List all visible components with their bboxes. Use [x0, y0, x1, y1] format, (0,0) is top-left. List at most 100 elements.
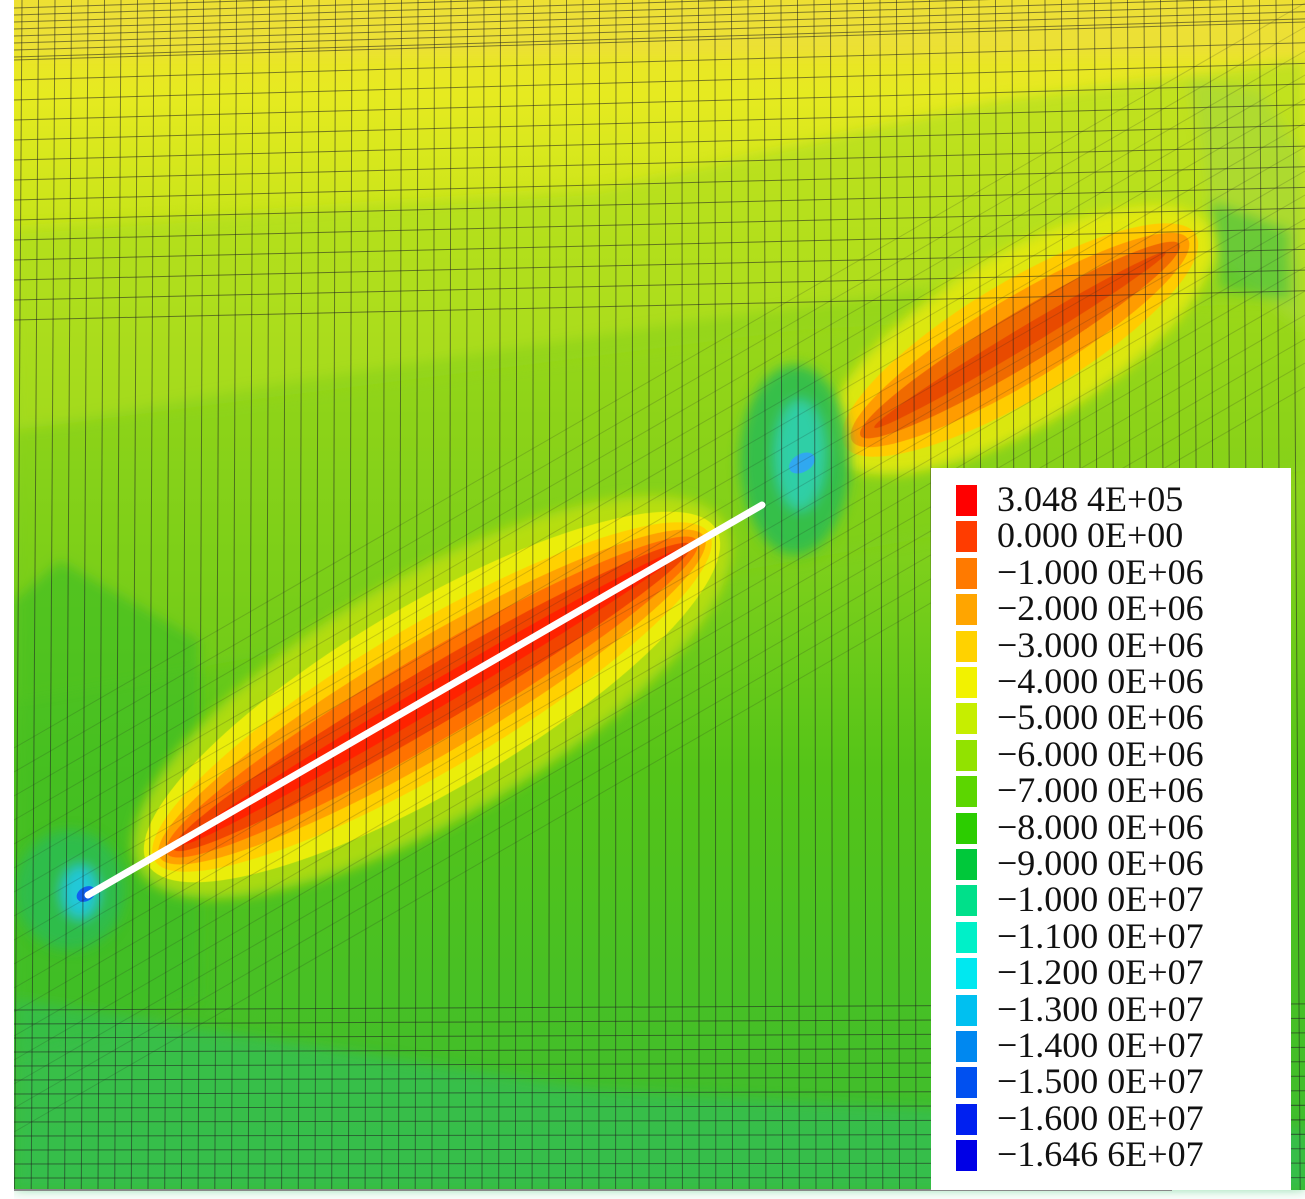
legend-label: −8.000 0E+06: [997, 806, 1204, 847]
legend-entry: −4.000 0E+06: [931, 661, 1291, 701]
mesh-line: [247, 0, 254, 1191]
legend-entry: −1.400 0E+07: [931, 1025, 1291, 1065]
legend-entry: −9.000 0E+06: [931, 843, 1291, 883]
finite-element-mesh: [13, 0, 1305, 1191]
mesh-line: [214, 0, 221, 1191]
mesh-line: [231, 0, 237, 1191]
mesh-line: [197, 0, 204, 1191]
mesh-line: [731, 0, 733, 1191]
legend-swatch: [956, 994, 977, 1026]
mesh-line: [481, 0, 485, 1191]
mesh-line: [13, 11, 1305, 51]
left-margin: [0, 0, 14, 1199]
mesh-line: [13, 218, 1305, 965]
legend-swatch: [956, 885, 977, 917]
legend-entry: −2.000 0E+06: [931, 588, 1291, 629]
legend-swatch: [956, 849, 977, 880]
mesh-line: [13, 50, 1305, 797]
mesh-line: [1292, 0, 1301, 1191]
legend-label: −1.300 0E+07: [997, 988, 1204, 1029]
legend-label: 3.048 4E+05: [997, 479, 1184, 519]
mesh-line: [780, 0, 784, 1191]
mesh-line: [147, 0, 155, 1191]
mesh-line: [13, 83, 1305, 121]
mesh-line: [13, 18, 1305, 58]
mesh-line: [13, 0, 521, 16]
mesh-line: [830, 0, 834, 1191]
legend-swatch: [956, 1031, 977, 1062]
mesh-line: [698, 0, 700, 1191]
mesh-line: [13, 145, 1305, 181]
mesh-line: [281, 0, 287, 1191]
mesh-line: [97, 0, 105, 1191]
mesh-line: [264, 0, 270, 1191]
legend-swatch: [956, 703, 977, 735]
mesh-line: [47, 0, 56, 1191]
color-legend: 3.048 4E+05 0.000 0E+00 −1.000 0E+06 −2.000…: [931, 468, 1291, 1190]
mesh-line: [448, 0, 452, 1191]
mesh-line: [13, 104, 1305, 141]
legend-label: −1.000 0E+06: [997, 551, 1204, 592]
legend-label: −1.600 0E+07: [997, 1097, 1204, 1138]
mesh-line: [180, 0, 188, 1191]
crack-line: [84, 501, 766, 899]
mesh-line: [431, 0, 435, 1191]
legend-label: −1.200 0E+07: [997, 952, 1204, 993]
legend-label: −5.000 0E+06: [997, 697, 1204, 738]
mesh-line: [747, 0, 750, 1191]
legend-swatch: [956, 630, 977, 662]
mesh-line: [13, 266, 1305, 1013]
mesh-line: [13, 146, 1305, 893]
legend-label: −4.000 0E+06: [997, 661, 1204, 701]
mesh-line: [13, 124, 1305, 161]
mesh-line: [13, 0, 754, 23]
legend-label: −2.000 0E+06: [997, 588, 1204, 629]
mesh-line: [13, 98, 1305, 845]
legend-swatch: [956, 1103, 977, 1135]
mesh-line: [598, 0, 600, 1191]
mesh-line: [896, 0, 900, 1191]
legend-entry: −5.000 0E+06: [931, 697, 1291, 738]
legend-label: −1.000 0E+07: [997, 879, 1204, 920]
legend-entry: −1.300 0E+07: [931, 988, 1291, 1029]
mesh-line: [581, 0, 584, 1191]
legend-swatch: [956, 812, 977, 844]
legend-entry: 0.000 0E+00: [931, 515, 1291, 556]
mesh-line: [164, 0, 171, 1191]
legend-entry: −1.646 6E+07: [931, 1134, 1291, 1174]
legend-swatch: [956, 958, 977, 990]
mesh-line: [130, 0, 138, 1191]
mesh-line: [13, 166, 1305, 201]
legend-entry: −1.000 0E+06: [931, 551, 1291, 592]
mesh-line: [13, 207, 1305, 241]
legend-entry: −1.000 0E+07: [931, 879, 1291, 920]
mesh-line: [13, 314, 1305, 1061]
mesh-line: [13, 0, 291, 9]
legend-swatch: [956, 1140, 977, 1172]
legend-swatch: [956, 557, 977, 589]
mesh-line: [464, 0, 468, 1191]
mesh-line: [14, 0, 23, 1191]
mesh-line: [13, 186, 1305, 221]
mesh-line: [13, 3, 1305, 44]
legend-label: −1.500 0E+07: [997, 1061, 1204, 1102]
mesh-line: [813, 0, 817, 1191]
mesh-line: [331, 0, 336, 1191]
mesh-line: [13, 26, 1305, 773]
legend-swatch: [956, 739, 977, 771]
mesh-line: [414, 0, 419, 1191]
mesh-line: [13, 170, 1305, 917]
legend-entry: −1.500 0E+07: [931, 1061, 1291, 1102]
legend-label: 0.000 0E+00: [997, 515, 1184, 556]
legend-entry: −6.000 0E+06: [931, 734, 1291, 774]
upper-tip-blue: [789, 452, 815, 474]
mesh-line: [13, 338, 1305, 1085]
legend-swatch: [956, 667, 977, 698]
legend-label: −3.000 0E+06: [997, 624, 1204, 665]
legend-swatch: [956, 594, 977, 626]
mesh-line: [498, 0, 501, 1191]
legend-entry: −7.000 0E+06: [931, 770, 1291, 810]
mesh-line: [13, 42, 1305, 81]
mesh-line: [714, 0, 717, 1191]
mesh-line: [30, 0, 39, 1191]
